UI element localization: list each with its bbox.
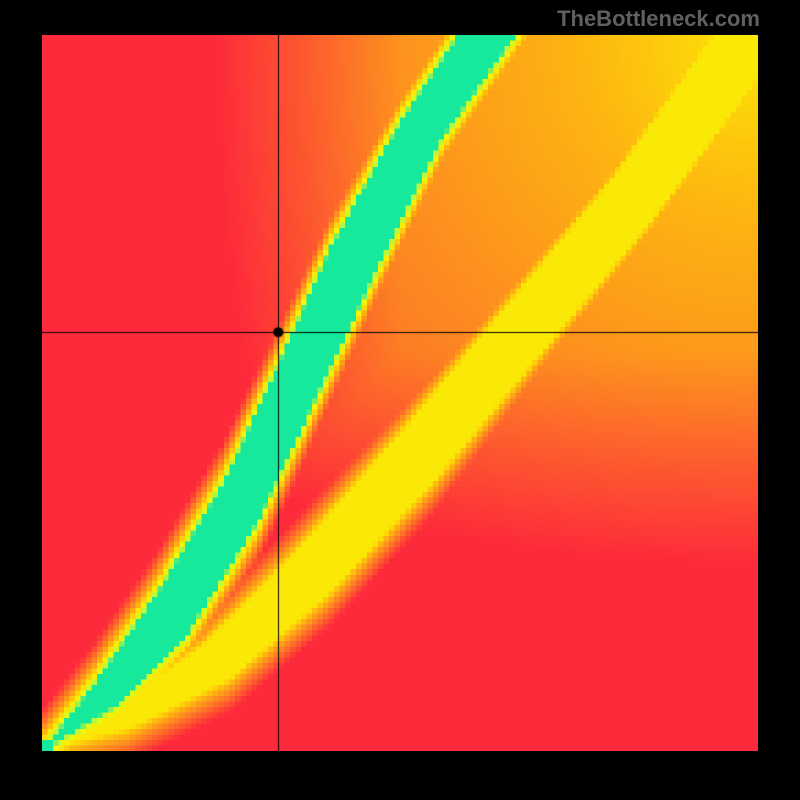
chart-container: TheBottleneck.com [0, 0, 800, 800]
watermark-text: TheBottleneck.com [557, 6, 760, 32]
heatmap-canvas [42, 35, 758, 751]
